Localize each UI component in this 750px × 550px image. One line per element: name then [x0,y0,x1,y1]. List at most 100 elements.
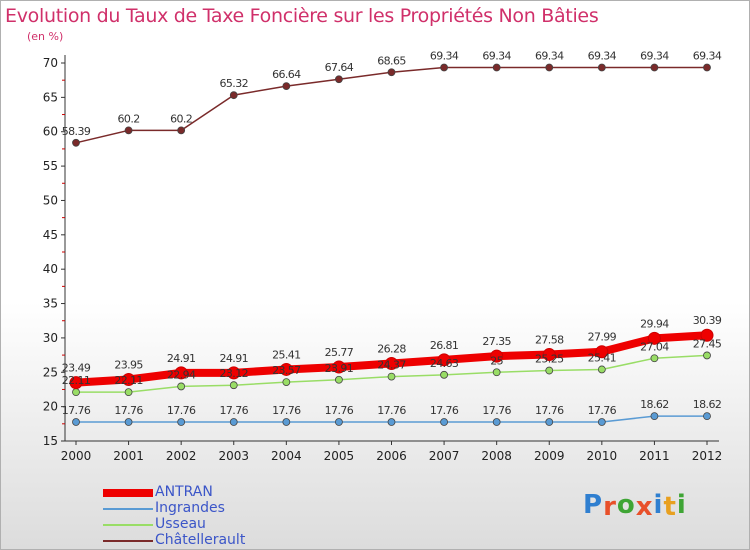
data-point [490,349,504,363]
data-point [229,381,238,390]
data-label: 27.58 [535,334,564,347]
y-tick-label: 35 [43,297,58,311]
proxiti-logo: Proxiti [583,490,687,522]
data-label: 22.11 [114,374,143,387]
x-tick-label: 2001 [113,449,144,463]
data-label: 25.25 [535,353,564,366]
legend-swatch [103,489,153,497]
data-label: 17.76 [167,404,196,417]
legend-label: Usseau [155,516,206,532]
data-label: 26.81 [430,339,459,352]
y-tick-label: 70 [43,56,58,70]
data-point [174,366,188,380]
x-tick-label: 2006 [376,449,407,463]
data-point [492,63,501,72]
data-label: 27.35 [482,335,511,348]
legend-label: ANTRAN [155,484,213,500]
x-tick-label: 2004 [271,449,302,463]
data-label: 23.12 [220,367,249,380]
data-point [440,370,448,379]
data-point [650,354,659,363]
data-label: 68.65 [377,54,406,67]
data-label: 17.76 [430,404,459,417]
data-point [124,418,133,426]
x-tick-label: 2000 [61,449,92,463]
y-tick-label: 25 [43,365,58,379]
y-tick-label: 40 [43,262,58,276]
legend-label: Châtellerault [155,532,246,548]
data-point [703,412,711,421]
data-label: 17.76 [377,404,406,417]
data-label: 60.2 [118,112,140,125]
data-label: 25.77 [325,346,354,359]
data-label: 66.64 [272,68,301,81]
data-point [72,138,80,147]
data-point [700,328,714,342]
data-point [545,366,554,375]
logo-letter: t [663,492,677,522]
logo-letter: P [583,490,604,520]
data-label: 24.37 [377,359,406,372]
data-label: 23.49 [62,362,91,375]
data-label: 30.39 [693,314,722,327]
data-point [227,366,241,380]
data-label: 23.57 [272,364,301,377]
logo-letter: o [616,490,636,520]
legend-label: Ingrandes [155,500,225,516]
data-label: 69.34 [693,50,722,63]
data-label: 69.34 [482,50,511,63]
data-point [542,348,556,362]
data-label-layer: 58.39 60.2 60.2 65.32 66.64 67.64 68.65 69.34 69… [62,50,723,417]
data-point [492,418,501,426]
data-point [703,63,711,72]
data-label: 69.34 [588,50,617,63]
data-label: 69.34 [430,50,459,63]
x-tick-label: 2002 [166,449,197,463]
data-point [545,63,554,72]
data-label: 25 [490,354,503,367]
data-point [597,365,606,374]
data-point [387,372,396,381]
y-tick-label: 65 [43,90,58,104]
chart-title: Evolution du Taux de Taxe Foncière sur l… [5,5,599,27]
data-label: 17.76 [588,404,617,417]
data-point [437,353,451,367]
x-tick-label: 2008 [481,449,512,463]
data-label: 58.39 [62,125,91,138]
data-point [332,360,346,374]
data-point [703,351,711,360]
data-label: 69.34 [640,50,669,63]
legend-swatch [103,524,153,526]
data-point [177,382,186,391]
data-label: 27.45 [693,337,722,350]
data-point [385,356,398,370]
chart-axes: 15 20 25 30 35 40 45 50 55 60 65 70 2000 2001 2002 2003… [43,55,722,463]
data-label: 22.94 [167,368,196,381]
logo-letter: i [653,490,664,520]
data-label: 23.95 [114,358,143,371]
data-point [440,418,448,426]
data-point [597,63,606,72]
data-label: 24.91 [220,352,249,365]
data-point [647,331,661,345]
logo-letter: x [635,492,654,522]
data-point [177,126,186,135]
data-point [177,418,186,426]
data-point [595,345,609,359]
data-point [124,126,133,135]
data-label: 26.28 [377,342,406,355]
data-label: 18.62 [693,398,722,411]
data-label: 65.32 [220,77,249,90]
data-label: 27.99 [588,331,617,344]
legend-swatch [103,508,153,510]
data-label: 18.62 [640,398,669,411]
data-point [335,375,343,384]
y-tick-label: 55 [43,159,58,173]
data-point [492,368,501,377]
data-label: 24.91 [167,352,196,365]
data-label: 25.41 [588,351,617,364]
y-tick-label: 20 [43,400,58,414]
data-label: 17.76 [325,404,354,417]
x-tick-label: 2010 [587,449,618,463]
